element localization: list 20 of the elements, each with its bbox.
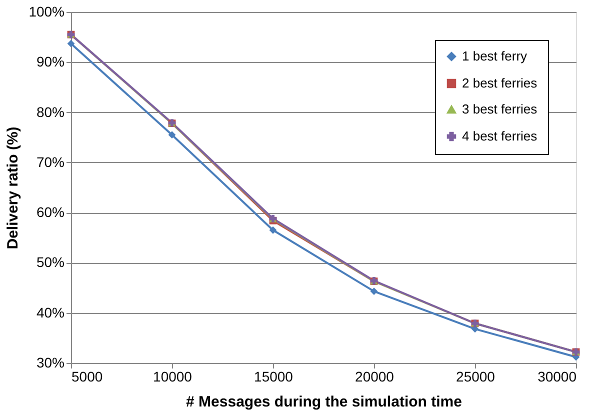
legend-label: 1 best ferry (462, 48, 528, 64)
y-tick-label: 80% (36, 104, 64, 120)
x-tick-label: 25000 (456, 368, 496, 384)
legend-label: 3 best ferries (462, 102, 538, 116)
y-tick-label: 40% (36, 304, 64, 320)
y-tick-label: 70% (36, 154, 64, 170)
x-tick-label: 30000 (538, 368, 577, 384)
x-tick-label: 5000 (72, 368, 103, 384)
x-tick-label: 15000 (254, 368, 294, 384)
x-tick-label: 20000 (355, 368, 394, 384)
legend-label: 4 best ferries (462, 128, 538, 144)
x-axis-title: # Messages during the simulation time (186, 394, 462, 410)
y-axis-title: Delivery ratio (%) (4, 126, 22, 250)
y-tick-label: 100% (28, 4, 64, 20)
x-tick-label: 10000 (153, 368, 192, 384)
y-tick-label: 60% (36, 204, 64, 220)
y-tick-label: 50% (36, 254, 64, 270)
y-tick-label: 90% (36, 54, 64, 70)
legend-label: 2 best ferries (462, 76, 538, 90)
y-tick-label: 30% (36, 354, 64, 370)
